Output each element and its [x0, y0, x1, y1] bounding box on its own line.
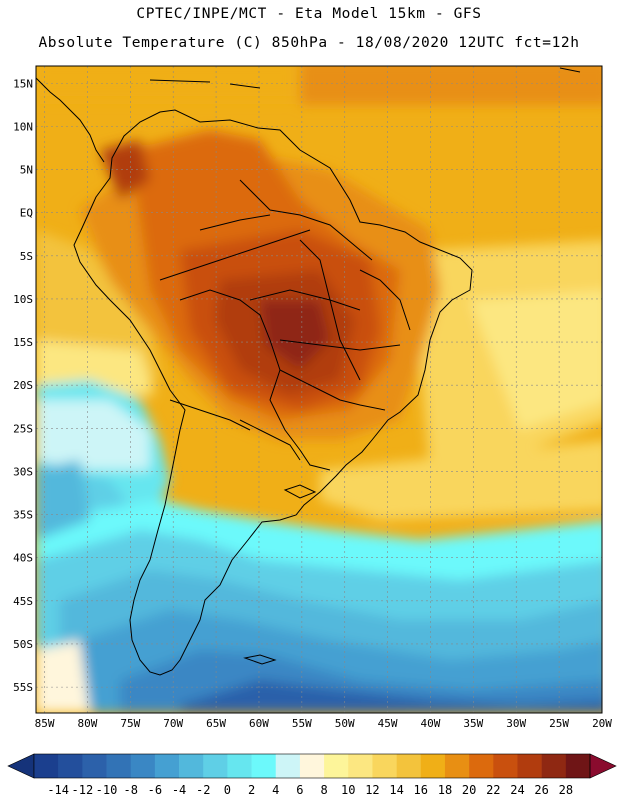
colorbar-swatch [372, 754, 397, 778]
lon-label: 80W [78, 717, 98, 730]
colorbar-label: 16 [414, 783, 428, 797]
lon-label: 65W [206, 717, 226, 730]
lat-label: 10N [13, 120, 33, 133]
lat-label: 5N [20, 164, 33, 177]
lat-label: 55S [13, 681, 33, 694]
lon-label: 20W [592, 717, 612, 730]
temperature-colorbar [7, 753, 617, 779]
colorbar-swatch [565, 754, 591, 778]
colorbar-label: -8 [123, 783, 137, 797]
colorbar-frame [33, 753, 591, 779]
lon-label: 25W [549, 717, 569, 730]
lon-label: 70W [163, 717, 183, 730]
colorbar-swatch [106, 754, 131, 778]
temperature-field [36, 66, 602, 713]
lat-label: EQ [20, 207, 33, 220]
colorbar-label: -10 [96, 783, 118, 797]
longitude-labels: 85W 80W 75W 70W 65W 60W 55W 50W 45W 40W 35W 30W 25W 2… [35, 717, 613, 730]
colorbar-underflow-triangle [7, 753, 35, 779]
colorbar-swatch [130, 754, 156, 778]
colorbar-swatch [227, 754, 252, 778]
colorbar-swatch [275, 754, 301, 778]
lon-label: 55W [292, 717, 312, 730]
lat-label: 5S [20, 250, 33, 263]
map-frame [35, 65, 603, 714]
colorbar-swatch [493, 754, 518, 778]
colorbar-swatch [469, 754, 494, 778]
colorbar-swatch [154, 754, 180, 778]
colorbar-swatch [34, 754, 59, 778]
colorbar-label: -4 [172, 783, 186, 797]
colorbar-label: -14 [47, 783, 69, 797]
colorbar-label: 4 [272, 783, 279, 797]
lon-label: 40W [421, 717, 441, 730]
colorbar-swatch [517, 754, 542, 778]
colorbar-label: -6 [148, 783, 162, 797]
colorbar-swatch [203, 754, 228, 778]
map-title-line-2: Absolute Temperature (C) 850hPa - 18/08/… [38, 35, 580, 51]
lat-label: 35S [13, 509, 33, 522]
colorbar-swatch [299, 754, 325, 778]
lat-label: 40S [13, 552, 33, 565]
colorbar-label: 6 [296, 783, 303, 797]
colorbar-label: 0 [224, 783, 231, 797]
colorbar-swatch [420, 754, 446, 778]
colorbar-swatch [58, 754, 83, 778]
lon-label: 85W [35, 717, 55, 730]
lon-label: 45W [378, 717, 398, 730]
colorbar-label: 10 [341, 783, 355, 797]
lon-label: 50W [335, 717, 355, 730]
colorbar-swatch [324, 754, 349, 778]
lat-label: 25S [13, 422, 33, 435]
latitude-labels: 15N 10N 5N EQ 5S 10S 15S 20S 25S 30S 35S 40S 45S 50S 5… [13, 77, 33, 694]
colorbar-label: 22 [486, 783, 500, 797]
colorbar-label: 24 [510, 783, 524, 797]
lat-label: 10S [13, 293, 33, 306]
colorbar-label: 28 [559, 783, 573, 797]
graticule-grid [36, 66, 603, 713]
colorbar-swatch [82, 754, 107, 778]
south-america-coastline [73, 109, 473, 676]
colorbar-label: 12 [365, 783, 379, 797]
colorbar-label: 18 [438, 783, 452, 797]
colorbar-label: 8 [320, 783, 327, 797]
lat-label: 50S [13, 638, 33, 651]
lon-label: 75W [120, 717, 140, 730]
lat-label: 45S [13, 595, 33, 608]
colorbar-label: 20 [462, 783, 476, 797]
colorbar-label: 14 [389, 783, 403, 797]
colorbar-label: 26 [534, 783, 548, 797]
lon-label: 60W [249, 717, 269, 730]
lat-label: 15N [13, 77, 33, 90]
colorbar-swatch [541, 754, 567, 778]
colorbar-swatch [251, 754, 277, 778]
colorbar-labels: -14 -12 -10 -8 -6 -4 -2 0 2 4 6 8 10 12 14 16 18 20 22 24 26… [47, 783, 573, 797]
lon-label: 30W [506, 717, 526, 730]
colorbar-swatch [444, 754, 470, 778]
coastline-borders [36, 67, 581, 676]
lon-label: 35W [463, 717, 483, 730]
colorbar-label: 2 [248, 783, 255, 797]
lat-label: 20S [13, 379, 33, 392]
colorbar-swatch [348, 754, 373, 778]
colorbar-swatch [396, 754, 422, 778]
map-title-line-1: CPTEC/INPE/MCT - Eta Model 15km - GFS [136, 6, 482, 22]
colorbar-label: -2 [196, 783, 210, 797]
lat-label: 15S [13, 336, 33, 349]
colorbar-overflow-triangle [589, 753, 617, 779]
colorbar-label: -12 [72, 783, 94, 797]
lat-label: 30S [13, 465, 33, 478]
colorbar-swatch [179, 754, 204, 778]
